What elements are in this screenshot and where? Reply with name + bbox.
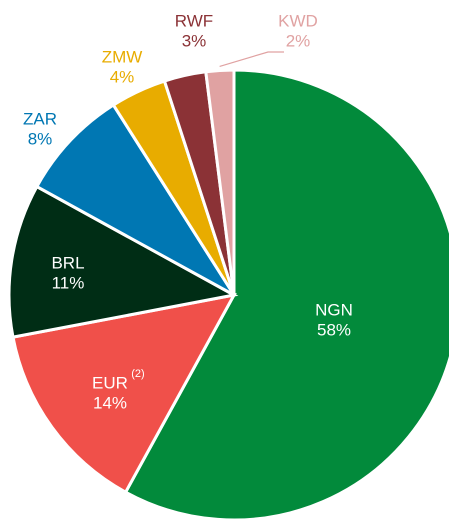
slice-label: ZAR: [23, 109, 57, 128]
pie-slice: [7, 184, 239, 339]
slice-value-label: 14%: [93, 393, 127, 412]
pie-slice: [123, 68, 449, 519]
slice-label: KWD: [278, 11, 318, 30]
slice-value-label: 58%: [317, 320, 351, 339]
leader-line: [219, 51, 284, 68]
slice-value-label: 2%: [286, 31, 311, 50]
slice-value-label: 3%: [182, 31, 207, 50]
slice-label: EUR: [92, 373, 128, 392]
slice-label: NGN: [315, 300, 353, 319]
pie-slice: [34, 102, 236, 297]
pie-slice: [11, 292, 237, 495]
pie-slice: [204, 68, 236, 296]
slice-value-label: 4%: [110, 67, 135, 86]
slice-value-label: 8%: [28, 129, 53, 148]
slice-label: ZMW: [102, 47, 143, 66]
slice-label: RWF: [175, 11, 213, 30]
slice-value-label: 11%: [52, 273, 85, 292]
slice-label: BRL: [51, 253, 84, 272]
footnote-mark: (2): [131, 368, 144, 380]
